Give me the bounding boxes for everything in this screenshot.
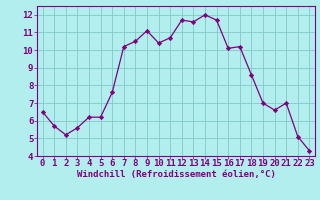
X-axis label: Windchill (Refroidissement éolien,°C): Windchill (Refroidissement éolien,°C)	[76, 170, 276, 179]
